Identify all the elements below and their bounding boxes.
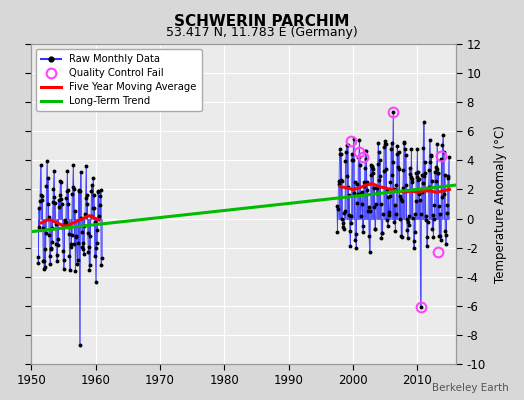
Text: 53.417 N, 11.783 E (Germany): 53.417 N, 11.783 E (Germany) (166, 26, 358, 39)
Text: SCHWERIN PARCHIM: SCHWERIN PARCHIM (174, 14, 350, 29)
Text: Berkeley Earth: Berkeley Earth (432, 383, 508, 393)
Legend: Raw Monthly Data, Quality Control Fail, Five Year Moving Average, Long-Term Tren: Raw Monthly Data, Quality Control Fail, … (37, 49, 202, 111)
Y-axis label: Temperature Anomaly (°C): Temperature Anomaly (°C) (494, 125, 507, 283)
